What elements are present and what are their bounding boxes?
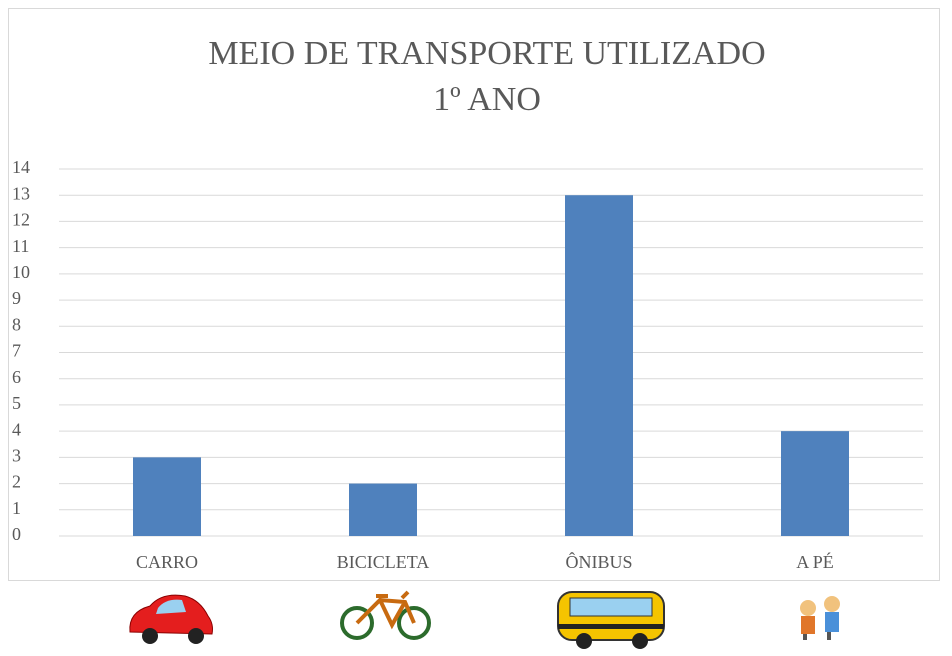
chart-subtitle: 1º ANO xyxy=(433,81,541,118)
page: MEIO DE TRANSPORTE UTILIZADO 1º ANO 0123… xyxy=(0,0,952,651)
y-tick-label: 3 xyxy=(12,445,21,465)
x-tick-label: A PÉ xyxy=(796,551,834,572)
y-tick-label: 8 xyxy=(12,314,21,334)
y-tick-label: 1 xyxy=(12,498,21,518)
x-tick-label: ÔNIBUS xyxy=(565,551,632,572)
y-tick-label: 4 xyxy=(12,419,21,439)
chart: MEIO DE TRANSPORTE UTILIZADO 1º ANO 0123… xyxy=(0,0,952,651)
kids-icon xyxy=(800,596,840,640)
y-tick-label: 0 xyxy=(12,524,21,544)
y-tick-label: 9 xyxy=(12,288,21,308)
y-tick-label: 11 xyxy=(12,236,29,256)
y-tick-label: 13 xyxy=(12,183,30,203)
chart-title: MEIO DE TRANSPORTE UTILIZADO xyxy=(208,35,765,72)
y-tick-label: 5 xyxy=(12,393,21,413)
bar xyxy=(133,457,201,536)
y-tick-label: 7 xyxy=(12,341,21,361)
y-tick-label: 2 xyxy=(12,472,21,492)
bar xyxy=(349,484,417,536)
y-tick-label: 10 xyxy=(12,262,30,282)
y-tick-label: 6 xyxy=(12,367,21,387)
x-tick-label: BICICLETA xyxy=(337,552,430,572)
bar xyxy=(781,431,849,536)
bar xyxy=(565,195,633,536)
car-icon xyxy=(130,595,213,644)
bus-icon xyxy=(558,592,664,649)
y-tick-label: 14 xyxy=(12,157,30,177)
y-tick-label: 12 xyxy=(12,210,30,230)
bike-icon xyxy=(342,592,429,638)
x-tick-label: CARRO xyxy=(136,552,198,572)
